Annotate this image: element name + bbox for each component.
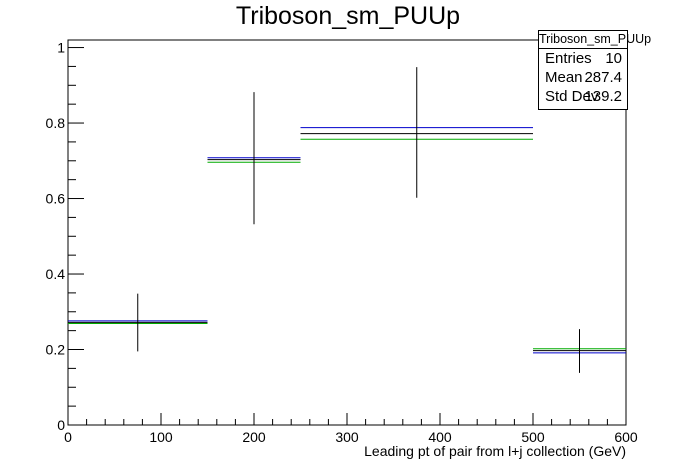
stats-value: 10 <box>605 50 622 67</box>
x-tick-label: 400 <box>428 429 452 445</box>
stats-value: 139.2 <box>584 88 622 105</box>
y-tick-label: 1 <box>57 40 65 56</box>
x-tick-label: 100 <box>149 429 173 445</box>
y-tick-label: 0.2 <box>46 342 66 358</box>
chart-title: Triboson_sm_PUUp <box>235 2 461 30</box>
stats-value: 287.4 <box>584 69 622 86</box>
stats-label: Mean <box>545 69 583 86</box>
y-tick-label: 0.6 <box>46 191 66 207</box>
x-tick-label: 300 <box>335 429 359 445</box>
stats-row-stddev: Std Dev 139.2 <box>539 87 627 106</box>
y-tick-label: 0.4 <box>46 266 66 282</box>
stats-row-entries: Entries 10 <box>539 49 627 68</box>
x-tick-label: 0 <box>64 429 72 445</box>
x-tick-label: 200 <box>242 429 266 445</box>
stats-label: Std Dev <box>545 88 599 105</box>
y-tick-label: 0.8 <box>46 115 66 131</box>
stats-box: Triboson_sm_PUUp Entries 10 Mean 287.4 S… <box>538 30 651 110</box>
x-tick-label: 500 <box>521 429 545 445</box>
stats-row-mean: Mean 287.4 <box>539 68 627 87</box>
stats-label: Entries <box>545 50 592 67</box>
x-tick-label: 600 <box>614 429 638 445</box>
x-axis-label: Leading pt of pair from l+j collection (… <box>364 443 626 459</box>
y-tick-label: 0 <box>57 417 65 433</box>
stats-box-title: Triboson_sm_PUUp <box>539 31 651 49</box>
